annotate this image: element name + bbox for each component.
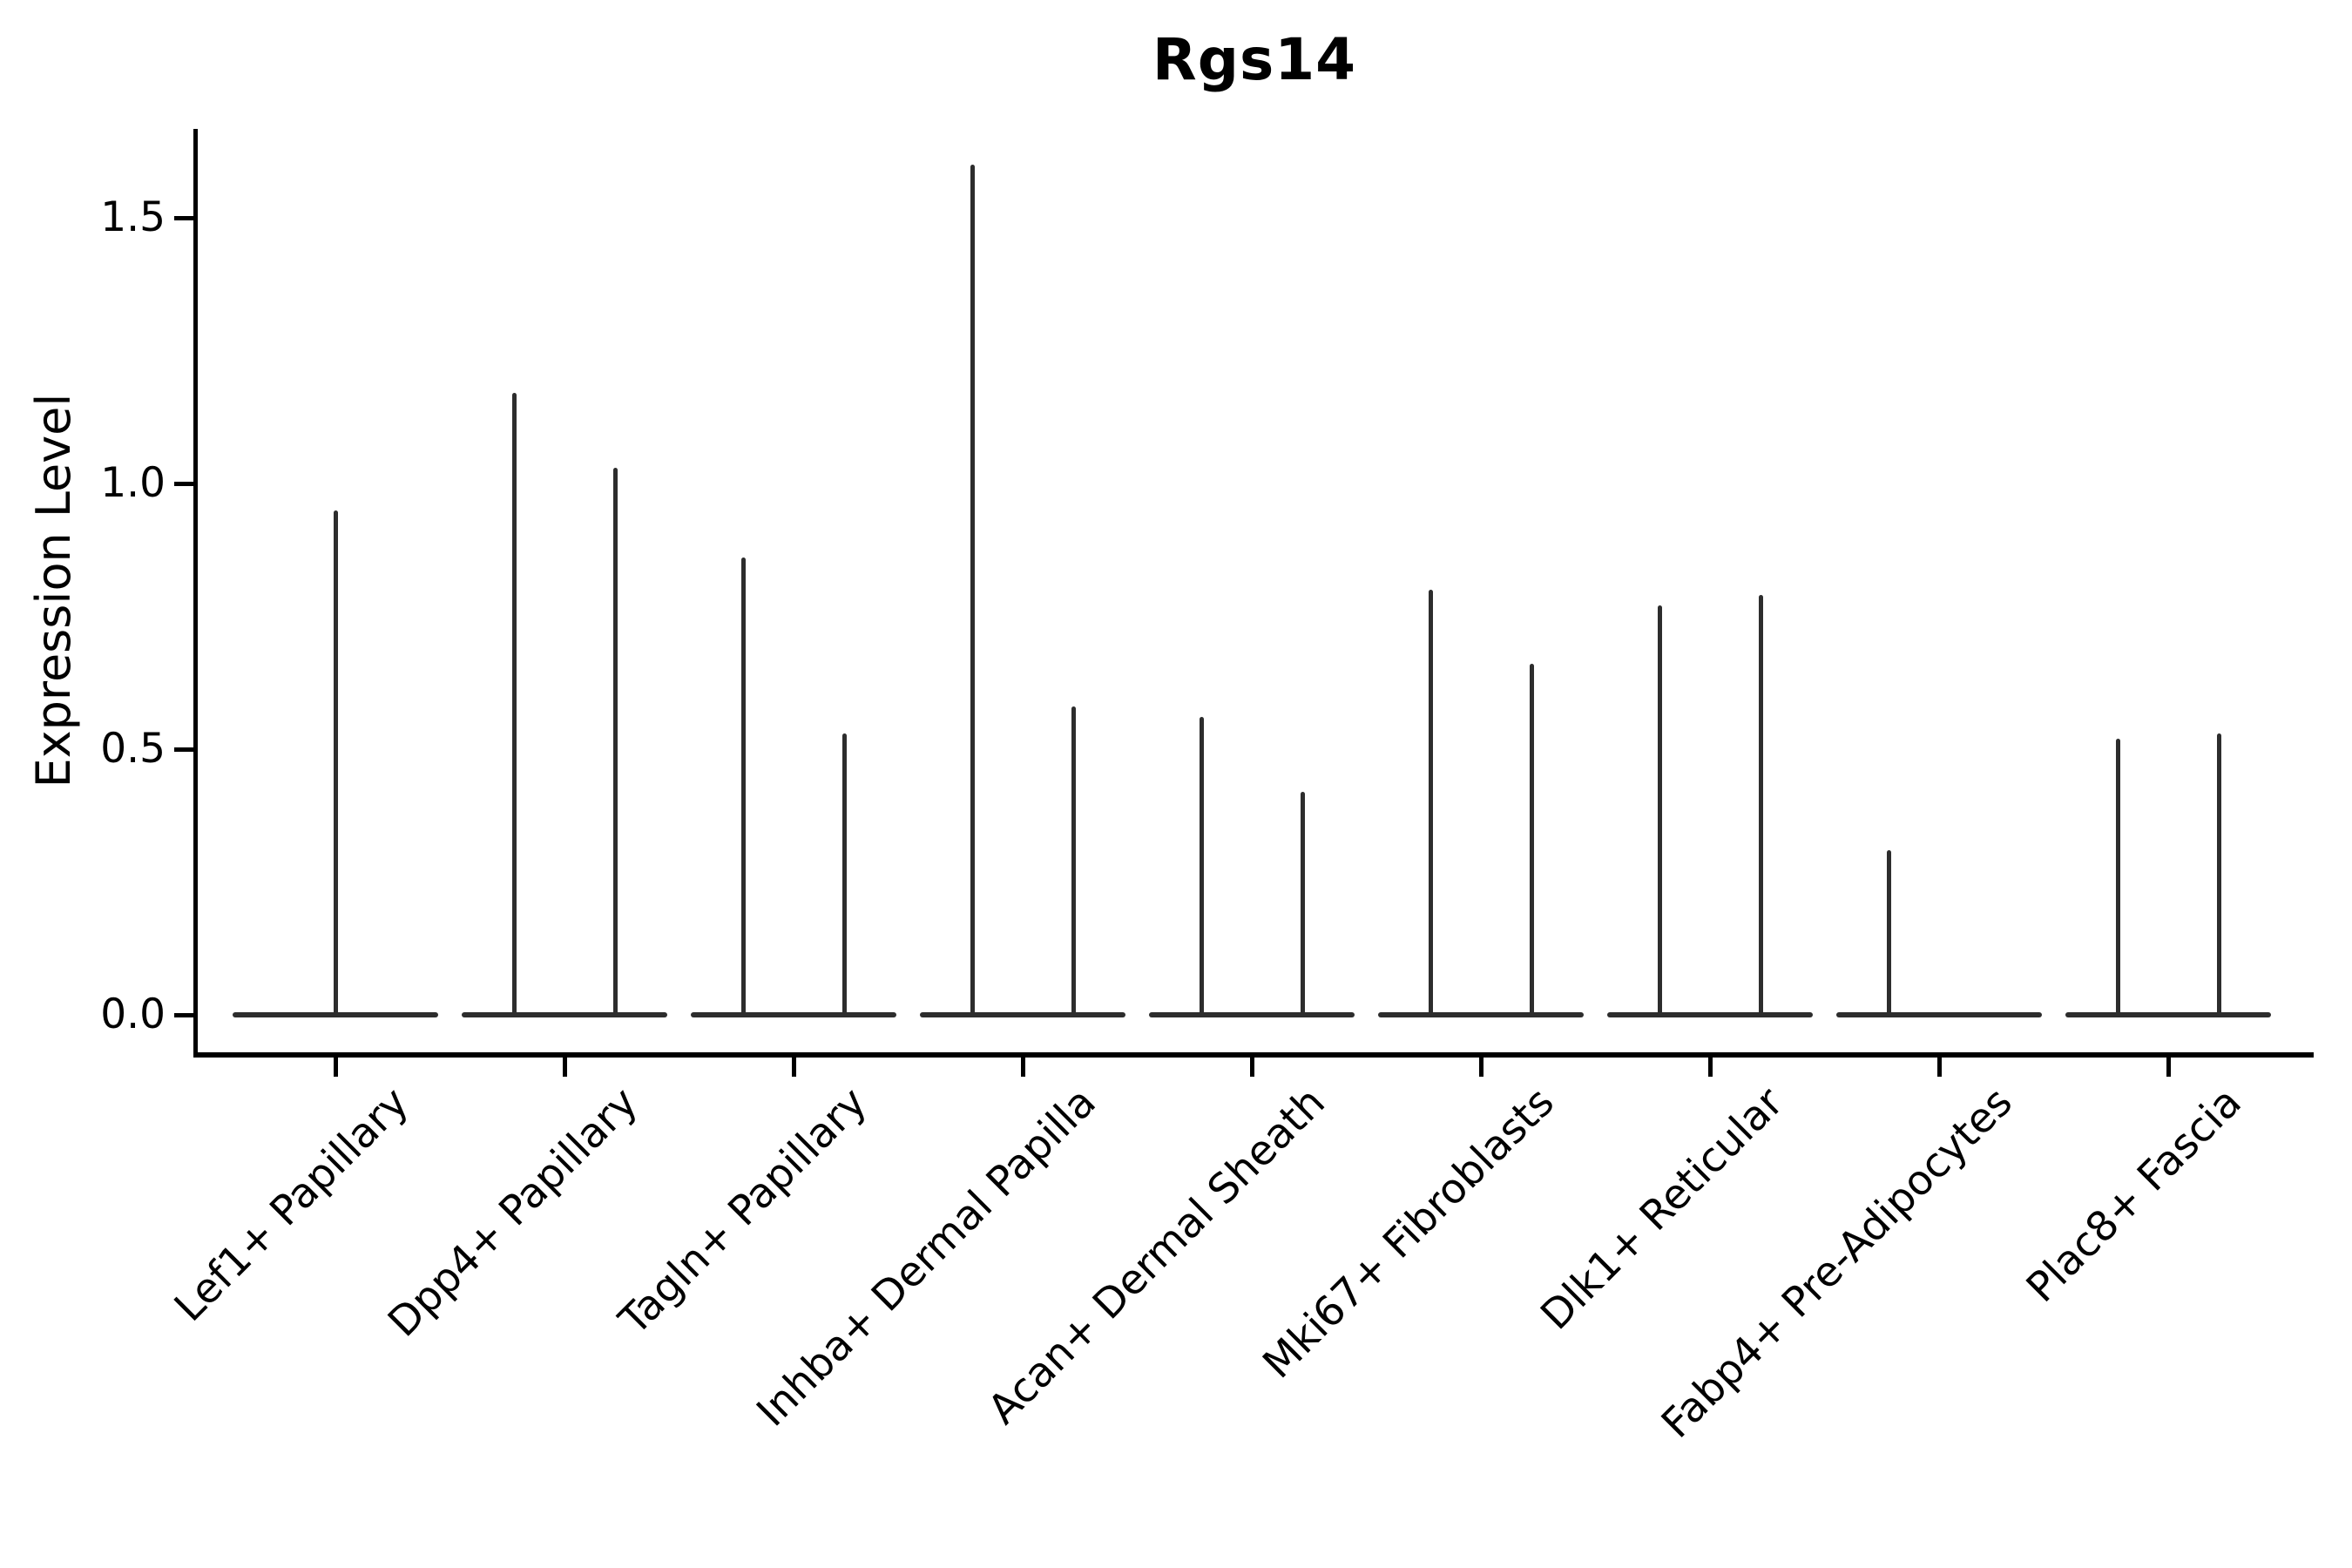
violin-tail-spike xyxy=(333,510,338,1015)
violin-tail-spike xyxy=(1428,590,1433,1015)
violin-tail-spike xyxy=(1886,849,1891,1015)
violin-tail-spike xyxy=(511,393,517,1015)
y-tick xyxy=(174,1013,193,1017)
violin-tail-spike xyxy=(612,467,618,1015)
violin-baseline xyxy=(233,1012,438,1017)
y-tick-label: 0.5 xyxy=(100,725,166,773)
x-tick xyxy=(1479,1058,1484,1077)
chart-title: Rgs14 xyxy=(1152,26,1357,93)
x-tick-label: Dlk1+ Reticular xyxy=(1531,1078,1793,1340)
x-axis-spine xyxy=(193,1052,2314,1058)
violin-tail-spike xyxy=(1300,791,1305,1015)
violin-tail-spike xyxy=(2216,733,2221,1015)
x-tick xyxy=(792,1058,796,1077)
violin-tail-spike xyxy=(740,558,746,1015)
y-axis-spine xyxy=(193,129,198,1057)
y-tick xyxy=(174,482,193,486)
y-tick xyxy=(174,747,193,752)
violin-tail-spike xyxy=(1758,595,1763,1015)
violin-tail-spike xyxy=(1657,605,1662,1015)
violin-tail-spike xyxy=(1199,717,1204,1015)
x-tick xyxy=(2166,1058,2171,1077)
x-tick xyxy=(1937,1058,1942,1077)
violin-baseline xyxy=(1149,1012,1355,1017)
violin-baseline xyxy=(691,1012,896,1017)
x-tick-label: Lef1+ Papillary xyxy=(165,1078,418,1331)
x-tick-label: Dpp4+ Papillary xyxy=(379,1078,647,1347)
x-tick-label: Plac8+ Fascia xyxy=(2017,1078,2251,1312)
violin-baseline xyxy=(1836,1012,2042,1017)
violin-baseline xyxy=(1607,1012,1813,1017)
x-tick xyxy=(1708,1058,1713,1077)
x-tick xyxy=(1021,1058,1025,1077)
violin-baseline xyxy=(462,1012,667,1017)
violin-baseline xyxy=(2065,1012,2271,1017)
violin-tail-spike xyxy=(1529,664,1534,1015)
violin-tail-spike xyxy=(841,733,847,1015)
y-tick-label: 1.5 xyxy=(100,193,166,241)
violin-baseline xyxy=(920,1012,1125,1017)
x-tick xyxy=(334,1058,338,1077)
x-tick-label: Tagln+ Papillary xyxy=(610,1078,876,1345)
violin-baseline xyxy=(1378,1012,1584,1017)
violin-tail-spike xyxy=(2115,738,2120,1015)
violin-tail-spike xyxy=(970,165,975,1015)
y-tick xyxy=(174,216,193,220)
x-tick xyxy=(1250,1058,1254,1077)
y-tick-label: 1.0 xyxy=(100,459,166,507)
y-tick-label: 0.0 xyxy=(100,990,166,1038)
violin-tail-spike xyxy=(1071,706,1076,1015)
x-tick xyxy=(563,1058,567,1077)
